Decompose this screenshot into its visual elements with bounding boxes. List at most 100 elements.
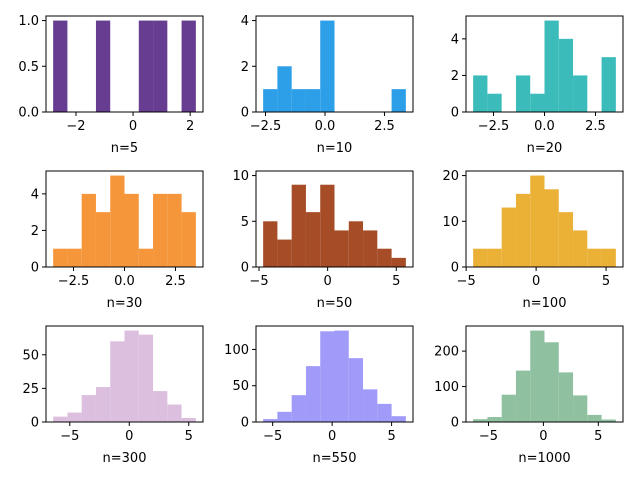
y-tick-label: 2 [241, 60, 249, 75]
histogram-bar [110, 341, 125, 422]
x-tick-label: 0.0 [534, 119, 555, 134]
histogram-bar [501, 207, 516, 267]
histogram-bar [501, 394, 516, 422]
axes-frame [465, 325, 624, 423]
x-tick-label: −2.5 [58, 274, 90, 289]
histogram-bar [391, 416, 406, 422]
histogram-bar [544, 20, 559, 112]
histogram-bar [363, 389, 378, 422]
subplot-2: −2.5 0.0 2.5 0 2 4 n=10 [241, 14, 414, 156]
histogram-bar [363, 230, 378, 267]
histogram-bar [138, 20, 154, 112]
histogram-bar [320, 331, 335, 422]
x-axis-label: n=10 [317, 141, 353, 156]
histogram-bar [558, 372, 574, 422]
histogram-bar [530, 330, 545, 422]
x-tick-label: 0.0 [114, 274, 135, 289]
subplot-4: −2.5 0.0 2.5 0 2 4 n=30 [31, 170, 204, 311]
x-tick-label: 2.5 [165, 274, 186, 289]
y-tick-label: 5 [241, 215, 249, 230]
histogram-bar [530, 93, 545, 112]
axes-frame [255, 325, 414, 423]
histogram-bar [291, 395, 306, 422]
x-tick-label: 0 [539, 429, 547, 444]
subplot-1: −2 0 2 0.0 0.5 1.0 n=5 [18, 14, 204, 156]
histogram-bar [601, 419, 616, 422]
y-tick-label: 50 [232, 379, 249, 394]
x-tick-label: 0 [328, 429, 336, 444]
histogram-bar [53, 20, 68, 112]
x-axis-label: n=300 [103, 451, 147, 466]
histogram-bar [573, 395, 588, 422]
histogram-bar [181, 20, 196, 112]
x-tick-label: 5 [602, 274, 610, 289]
histogram-bar [67, 412, 82, 422]
histogram-bar [334, 230, 349, 267]
histogram-bar [601, 248, 616, 267]
histogram-bar [515, 75, 531, 112]
x-tick-label: 5 [594, 429, 602, 444]
y-tick-label: 2 [31, 224, 39, 239]
histogram-bar [95, 387, 111, 422]
histogram-bar [391, 257, 406, 267]
histogram-bar [515, 370, 531, 422]
histogram-bar [305, 366, 321, 422]
histogram-bar [95, 20, 111, 112]
histogram-bar [573, 230, 588, 267]
y-tick-label: 1.0 [18, 14, 39, 29]
histogram-bar [53, 416, 68, 422]
x-tick-label: 0 [125, 429, 133, 444]
x-tick-label: −5 [457, 274, 476, 289]
histogram-bar [263, 221, 278, 267]
histogram-bar [573, 75, 588, 112]
histogram-bar [95, 212, 111, 267]
x-tick-label: 0 [129, 119, 137, 134]
histogram-bar [320, 184, 335, 267]
histogram-bar [167, 404, 182, 422]
histogram-bar [558, 38, 574, 112]
subplot-3: −2.5 0.0 2.5 0 2 4 n=20 [451, 15, 624, 156]
x-axis-label: n=30 [107, 296, 143, 311]
x-axis-label: n=5 [111, 141, 138, 156]
histogram-bar [181, 212, 196, 267]
histogram-bar [263, 89, 278, 112]
y-tick-label: 0 [31, 261, 39, 276]
histogram-bar [67, 248, 82, 267]
histogram-bar [487, 93, 502, 112]
x-tick-label: 2 [186, 119, 194, 134]
axes-frame [255, 170, 414, 268]
histogram-bar [558, 212, 574, 267]
x-tick-label: −2.5 [478, 119, 510, 134]
histogram-bar [124, 193, 139, 267]
histogram-bar [391, 89, 406, 112]
axes-frame [45, 325, 204, 423]
x-axis-label: n=100 [523, 296, 567, 311]
histogram-bar [110, 175, 125, 267]
x-tick-label: 5 [392, 274, 400, 289]
histogram-bar [277, 411, 292, 422]
histogram-bar [305, 89, 321, 112]
histogram-bar [277, 239, 292, 267]
x-tick-label: 0 [532, 274, 540, 289]
y-tick-label: 10 [232, 169, 249, 184]
histogram-bar [153, 193, 168, 267]
axes-frame [45, 15, 204, 113]
histogram-bar [487, 417, 502, 422]
histogram-bar [530, 175, 545, 267]
x-tick-label: 2.5 [374, 119, 395, 134]
y-tick-label: 4 [31, 187, 39, 202]
y-tick-label: 0 [451, 416, 459, 431]
y-tick-label: 0 [241, 261, 249, 276]
histogram-bar [348, 358, 364, 422]
histogram-bar [124, 330, 139, 422]
y-tick-label: 4 [241, 14, 249, 29]
y-tick-label: 0.5 [18, 60, 39, 75]
y-tick-label: 0 [451, 261, 459, 276]
x-tick-label: 5 [185, 429, 193, 444]
x-axis-label: n=550 [313, 451, 357, 466]
x-tick-label: −5 [263, 429, 282, 444]
